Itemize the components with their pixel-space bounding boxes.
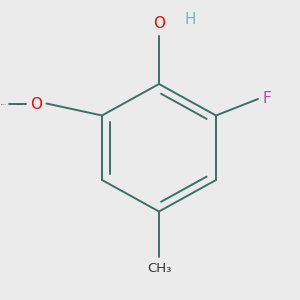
Text: F: F [262, 91, 271, 106]
Text: methoxy: methoxy [1, 103, 8, 105]
Text: methoxy: methoxy [17, 103, 23, 105]
Text: H: H [184, 12, 196, 27]
Text: O: O [153, 16, 165, 32]
Text: CH₃: CH₃ [147, 262, 171, 275]
Text: O: O [30, 97, 42, 112]
